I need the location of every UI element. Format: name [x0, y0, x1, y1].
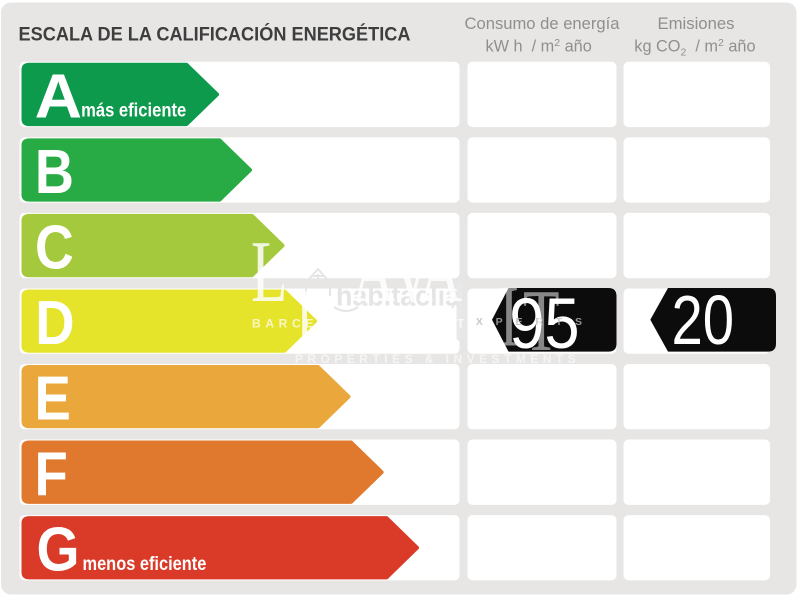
svg-text:más eficiente: más eficiente	[81, 99, 186, 120]
svg-text:habitaclia: habitaclia	[336, 281, 461, 313]
svg-text:kW h / m2 año: kW h / m2 año	[486, 37, 592, 56]
svg-text:F: F	[35, 440, 68, 509]
svg-text:E: E	[35, 364, 71, 433]
svg-text:Emisiones: Emisiones	[658, 15, 735, 33]
svg-text:L: L	[251, 224, 288, 321]
svg-text:C: C	[35, 214, 74, 282]
svg-text:D: D	[35, 289, 74, 358]
svg-text:T: T	[523, 273, 560, 370]
svg-text:BARCELONA PROPERTY: BARCELONA PROPERTY	[252, 317, 477, 331]
svg-text:95: 95	[509, 284, 579, 363]
svg-text:A: A	[419, 224, 462, 321]
svg-text:20: 20	[672, 282, 735, 359]
svg-text:ESCALA DE LA CALIFICACIÓN ENER: ESCALA DE LA CALIFICACIÓN ENERGÉTICA	[19, 24, 411, 46]
svg-text:L: L	[297, 271, 328, 362]
svg-text:G: G	[37, 516, 80, 585]
svg-text:V: V	[390, 224, 433, 321]
svg-text:menos eficiente: menos eficiente	[83, 553, 207, 574]
svg-text:kg CO2 / m2 año: kg CO2 / m2 año	[634, 37, 755, 59]
svg-text:B: B	[35, 137, 74, 206]
svg-text:A: A	[352, 224, 395, 321]
svg-text:I: I	[499, 268, 519, 365]
svg-text:A: A	[35, 61, 82, 131]
svg-text:Consumo de energía: Consumo de energía	[465, 15, 621, 33]
